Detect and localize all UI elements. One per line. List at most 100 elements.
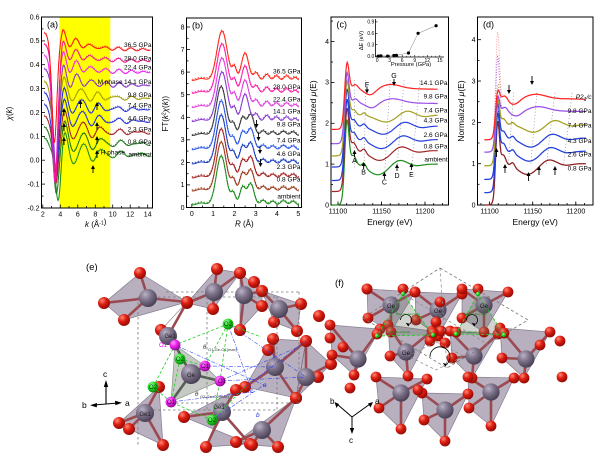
svg-text:3: 3 bbox=[181, 137, 185, 144]
svg-text:12: 12 bbox=[126, 212, 134, 219]
svg-text:a: a bbox=[125, 398, 130, 408]
svg-text:11200: 11200 bbox=[416, 209, 435, 216]
svg-text:O2: O2 bbox=[149, 385, 158, 391]
svg-text:2: 2 bbox=[232, 211, 236, 218]
svg-text:c: c bbox=[349, 436, 353, 445]
svg-text:22.4 GPa: 22.4 GPa bbox=[273, 97, 301, 104]
svg-text:15: 15 bbox=[437, 58, 443, 64]
svg-text:10: 10 bbox=[109, 212, 117, 219]
svg-text:Ge1: Ge1 bbox=[213, 405, 225, 411]
svg-text:O2-Ge-O2(max): O2-Ge-O2(max) bbox=[200, 394, 230, 399]
svg-text:22.4 GPa: 22.4 GPa bbox=[124, 65, 152, 72]
svg-text:4.6 GPa: 4.6 GPa bbox=[128, 116, 152, 123]
svg-text:(b): (b) bbox=[192, 21, 203, 31]
svg-text:ambient: ambient bbox=[277, 194, 300, 201]
svg-text:H phase: H phase bbox=[101, 150, 126, 157]
svg-text:7: 7 bbox=[181, 47, 185, 54]
svg-text:1: 1 bbox=[211, 211, 215, 218]
svg-text:0.8 GPa: 0.8 GPa bbox=[568, 166, 592, 173]
svg-text:-0.1: -0.1 bbox=[27, 181, 39, 188]
svg-text:9.8 GPa: 9.8 GPa bbox=[277, 122, 301, 129]
svg-text:6: 6 bbox=[181, 69, 185, 76]
svg-text:O1: O1 bbox=[218, 379, 227, 385]
svg-text:9.8 GPa: 9.8 GPa bbox=[128, 92, 152, 99]
svg-text:a: a bbox=[263, 382, 267, 389]
svg-text:(c): (c) bbox=[337, 20, 348, 30]
svg-text:c: c bbox=[103, 369, 108, 379]
svg-text:0.8 GPa: 0.8 GPa bbox=[277, 177, 301, 184]
svg-text:0.8 GPa: 0.8 GPa bbox=[128, 139, 152, 146]
svg-text:0.0: 0.0 bbox=[367, 54, 374, 60]
svg-text:5: 5 bbox=[296, 211, 300, 218]
svg-text:11200: 11200 bbox=[566, 209, 585, 216]
svg-text:12: 12 bbox=[425, 58, 431, 64]
svg-text:Energy (eV): Energy (eV) bbox=[367, 217, 413, 227]
svg-text:0.3: 0.3 bbox=[367, 43, 374, 49]
svg-text:11150: 11150 bbox=[372, 209, 391, 216]
svg-text:θGe-Ge-Ge(max): θGe-Ge-Ge(max) bbox=[396, 312, 420, 316]
svg-text:(a): (a) bbox=[47, 20, 58, 30]
svg-text:O2: O2 bbox=[208, 418, 217, 424]
svg-text:0.4: 0.4 bbox=[30, 62, 40, 69]
svg-text:9: 9 bbox=[413, 58, 416, 64]
svg-text:θGe-Ge-Ge(max): θGe-Ge-Ge(max) bbox=[463, 312, 487, 316]
svg-text:Ge1: Ge1 bbox=[164, 334, 176, 340]
svg-text:M phase: M phase bbox=[98, 79, 123, 86]
svg-text:O2: O2 bbox=[224, 322, 233, 328]
svg-text:b: b bbox=[330, 397, 335, 406]
svg-text:28.0 GPa: 28.0 GPa bbox=[273, 84, 301, 91]
svg-text:0: 0 bbox=[376, 58, 379, 64]
svg-text:14: 14 bbox=[144, 212, 152, 219]
svg-text:0.1: 0.1 bbox=[30, 134, 40, 141]
svg-text:0.3: 0.3 bbox=[30, 86, 40, 93]
svg-text:Ge: Ge bbox=[387, 304, 396, 310]
svg-text:3: 3 bbox=[325, 80, 329, 87]
svg-text:k (Å-1): k (Å-1) bbox=[85, 218, 107, 230]
svg-text:ambient: ambient bbox=[128, 152, 151, 159]
svg-text:3: 3 bbox=[388, 58, 391, 64]
svg-text:O1: O1 bbox=[159, 343, 168, 349]
svg-text:5: 5 bbox=[181, 92, 185, 99]
svg-text:-0.2: -0.2 bbox=[27, 205, 39, 212]
svg-text:11150: 11150 bbox=[523, 209, 542, 216]
svg-text:Ge: Ge bbox=[402, 351, 411, 357]
svg-text:4.3 GPa: 4.3 GPa bbox=[568, 138, 592, 145]
svg-text:(d): (d) bbox=[483, 20, 494, 30]
svg-text:0.5: 0.5 bbox=[30, 38, 40, 45]
svg-text:4.3 GPa: 4.3 GPa bbox=[424, 118, 448, 125]
svg-text:0: 0 bbox=[181, 205, 185, 212]
svg-text:b: b bbox=[82, 400, 87, 410]
svg-text:7.4 GPa: 7.4 GPa bbox=[277, 138, 301, 145]
svg-text:1: 1 bbox=[325, 161, 329, 168]
svg-text:ΔE (eV): ΔE (eV) bbox=[359, 31, 365, 50]
svg-text:3: 3 bbox=[254, 211, 258, 218]
svg-text:P21/c: P21/c bbox=[576, 94, 593, 103]
svg-text:0.6: 0.6 bbox=[30, 14, 40, 21]
svg-text:0.6: 0.6 bbox=[367, 31, 374, 37]
svg-text:b: b bbox=[256, 412, 260, 419]
svg-text:3: 3 bbox=[472, 78, 476, 85]
svg-text:4: 4 bbox=[58, 212, 62, 219]
svg-text:7.4 GPa: 7.4 GPa bbox=[128, 103, 152, 110]
svg-text:0.9: 0.9 bbox=[367, 20, 374, 26]
svg-text:E: E bbox=[409, 172, 414, 179]
svg-text:Normalized μ(E): Normalized μ(E) bbox=[456, 80, 466, 142]
svg-text:Ge: Ge bbox=[480, 304, 489, 310]
svg-text:0: 0 bbox=[472, 202, 476, 209]
svg-text:a: a bbox=[375, 397, 380, 406]
svg-text:8: 8 bbox=[181, 24, 185, 31]
svg-text:(f): (f) bbox=[335, 278, 344, 289]
svg-text:2.3 GPa: 2.3 GPa bbox=[277, 164, 301, 171]
svg-text:Ge1: Ge1 bbox=[139, 412, 151, 418]
svg-text:Energy (eV): Energy (eV) bbox=[513, 217, 559, 227]
svg-text:O1-Ge-O1(max): O1-Ge-O1(max) bbox=[208, 347, 238, 352]
svg-text:14.1 GPa: 14.1 GPa bbox=[124, 79, 152, 86]
svg-text:14.1 GPa: 14.1 GPa bbox=[420, 80, 448, 87]
svg-text:C: C bbox=[382, 180, 387, 187]
svg-text:14.1 GPa: 14.1 GPa bbox=[273, 109, 301, 116]
svg-text:2: 2 bbox=[472, 120, 476, 127]
svg-text:A: A bbox=[352, 158, 357, 165]
svg-text:O2: O2 bbox=[176, 357, 185, 363]
svg-text:θO-Ge-O(max): θO-Ge-O(max) bbox=[390, 330, 410, 334]
svg-text:11100: 11100 bbox=[480, 209, 499, 216]
